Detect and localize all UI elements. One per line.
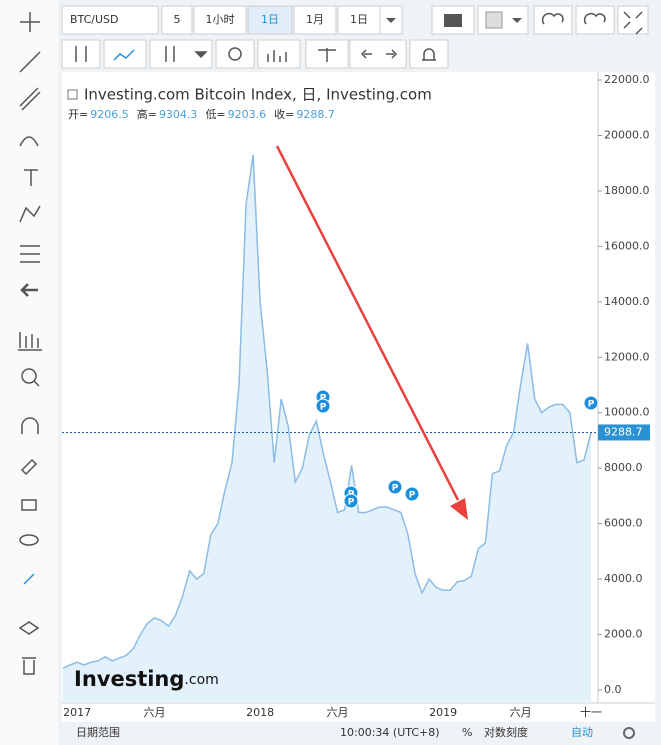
- ohlc-label: 高=: [137, 107, 157, 121]
- event-marker[interactable]: [343, 493, 359, 509]
- plot: [62, 154, 598, 703]
- event-marker-label: P: [320, 394, 327, 404]
- y-tick-label: 0.0: [604, 683, 622, 696]
- undo-redo[interactable]: [349, 39, 407, 69]
- y-tick-label: 10000.0: [604, 406, 650, 419]
- button[interactable]: [293, 5, 337, 35]
- x-tick-label: 六月: [144, 706, 166, 719]
- button-label: 1小时: [206, 13, 235, 26]
- event-marker[interactable]: [315, 398, 331, 414]
- symbol: BTC/USD: [70, 13, 119, 26]
- last-price-tag: [598, 424, 650, 441]
- footer: [62, 722, 655, 745]
- event-marker[interactable]: [387, 479, 403, 495]
- button-label: 1日: [350, 13, 368, 26]
- y-tick-label: 14000.0: [604, 295, 650, 308]
- symbol-box[interactable]: [61, 5, 159, 35]
- button[interactable]: [161, 5, 193, 35]
- x-tick-label: 六月: [327, 706, 349, 719]
- footer-log[interactable]: 对数刻度: [484, 725, 528, 739]
- row2-glyphs: [75, 46, 436, 62]
- event-marker-label: P: [409, 491, 416, 501]
- logo: Investing.com: [74, 667, 219, 691]
- left-toolbar: [0, 0, 58, 745]
- ohlc: 开= 9206.5 高= 9304.3 低= 9203.6 收= 9288.7: [68, 107, 335, 121]
- indicators-button[interactable]: [257, 39, 301, 69]
- y-tick-label: 22000.0: [604, 73, 650, 86]
- camera-icon: [444, 14, 462, 27]
- tool-icons[interactable]: [18, 12, 42, 675]
- y-tick-label: 8000.0: [604, 461, 643, 474]
- button-label: 1日: [261, 13, 279, 26]
- event-marker-label: P: [392, 484, 399, 494]
- event-marker-label: P: [348, 498, 355, 508]
- time-axis: [62, 703, 655, 722]
- fullscreen-button[interactable]: [617, 5, 649, 35]
- button-label: 5: [174, 13, 181, 26]
- x-tick-label: 六月: [510, 706, 532, 719]
- line: [62, 154, 592, 669]
- button-active[interactable]: [247, 5, 293, 35]
- footer-range[interactable]: 日期范围: [76, 725, 120, 739]
- ohlc-value: 9288.7: [296, 108, 335, 121]
- y-tick-label: 2000.0: [604, 628, 643, 641]
- ohlc-value: 9203.6: [228, 108, 267, 121]
- ohlc-label: 低=: [205, 108, 225, 121]
- row2-icons: [541, 11, 643, 35]
- button[interactable]: [193, 5, 247, 35]
- ohlc-value: 9304.3: [159, 108, 198, 121]
- y-tick-label: 6000.0: [604, 517, 643, 530]
- line-button[interactable]: [103, 39, 147, 69]
- event-marker[interactable]: [583, 395, 599, 411]
- footer-percent[interactable]: %: [462, 726, 472, 739]
- alert-button[interactable]: [409, 39, 449, 69]
- ohlc-label: 开=: [68, 108, 88, 121]
- event-marker-label: P: [320, 403, 327, 413]
- annotation-arrow: [275, 145, 468, 520]
- chart-title: Investing.com Bitcoin Index, 日, Investin…: [84, 86, 432, 104]
- event-marker-label: P: [588, 400, 595, 410]
- swatch: [485, 11, 503, 29]
- caret: [386, 18, 396, 23]
- footer-time: 10:00:34 (UTC+8): [340, 726, 440, 739]
- settings-button[interactable]: [215, 39, 255, 69]
- event-marker[interactable]: [404, 486, 420, 502]
- y-tick-label: 20000.0: [604, 128, 650, 141]
- y-tick-label: 18000.0: [604, 184, 650, 197]
- toolbar-bg: [0, 0, 58, 745]
- download-button[interactable]: [533, 5, 573, 35]
- candle-button[interactable]: [61, 39, 101, 69]
- footer-auto[interactable]: 自动: [571, 726, 593, 739]
- button-label: 1月: [306, 13, 324, 26]
- last-price-label: 9288.7: [604, 425, 643, 438]
- x-tick-label: 十一: [580, 705, 602, 719]
- area: [63, 154, 591, 703]
- upload-button[interactable]: [575, 5, 615, 35]
- price-axis: [598, 72, 655, 703]
- top-toolbar: BTC/USD 5 1小时 1日 1月 1日: [61, 5, 649, 69]
- x-tick-label: 2017: [63, 706, 91, 719]
- y-tick-label: 16000.0: [604, 239, 650, 252]
- settings-icon[interactable]: [623, 727, 635, 739]
- x-tick-label: 2018: [246, 706, 274, 719]
- caret: [512, 18, 522, 23]
- ohlc-label: 收=: [274, 107, 294, 121]
- y-tick-label: 4000.0: [604, 572, 643, 585]
- y-tick-label: 12000.0: [604, 350, 650, 363]
- ohlc-value: 9206.5: [90, 108, 129, 121]
- x-tick-label: 2019: [429, 706, 457, 719]
- collapse-icon[interactable]: [67, 89, 78, 100]
